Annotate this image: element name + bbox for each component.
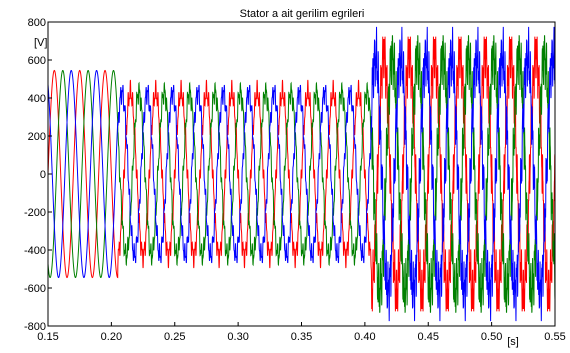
series-line-b bbox=[47, 35, 556, 313]
y-tick-label: 200 bbox=[28, 131, 46, 143]
y-axis-unit: [V] bbox=[34, 37, 47, 49]
y-tick-label: 400 bbox=[28, 93, 46, 105]
series-line-c bbox=[47, 26, 556, 322]
x-tick-label: 0.25 bbox=[164, 331, 185, 343]
x-tick-label: 0.20 bbox=[101, 331, 122, 343]
x-axis-ticks: 0.15 0.20 0.25 0.30 0.35 0.40 0.45 0.50 0.55 bbox=[37, 322, 566, 343]
y-tick-label: 800 bbox=[28, 17, 46, 29]
y-tick-label: -400 bbox=[24, 245, 46, 257]
x-tick-label: 0.15 bbox=[37, 331, 58, 343]
y-tick-label: 600 bbox=[28, 55, 46, 67]
x-tick-label: 0.45 bbox=[418, 331, 439, 343]
y-tick-label: -200 bbox=[24, 207, 46, 219]
series-line-a bbox=[47, 36, 556, 312]
chart-title: Stator a ait gerilim egrileri bbox=[240, 8, 365, 20]
x-tick-label: 0.55 bbox=[544, 331, 565, 343]
x-tick-label: 0.50 bbox=[481, 331, 502, 343]
y-axis-ticks: 800 600 400 200 0 -200 -400 -600 -800 bbox=[24, 17, 52, 333]
series-layer bbox=[47, 26, 556, 322]
x-tick-label: 0.35 bbox=[291, 331, 312, 343]
y-tick-label: 0 bbox=[40, 169, 46, 181]
x-tick-label: 0.40 bbox=[354, 331, 375, 343]
x-axis-unit: [s] bbox=[507, 336, 519, 348]
y-tick-label: -600 bbox=[24, 283, 46, 295]
y-tick-label: -800 bbox=[24, 321, 46, 333]
x-tick-label: 0.30 bbox=[227, 331, 248, 343]
